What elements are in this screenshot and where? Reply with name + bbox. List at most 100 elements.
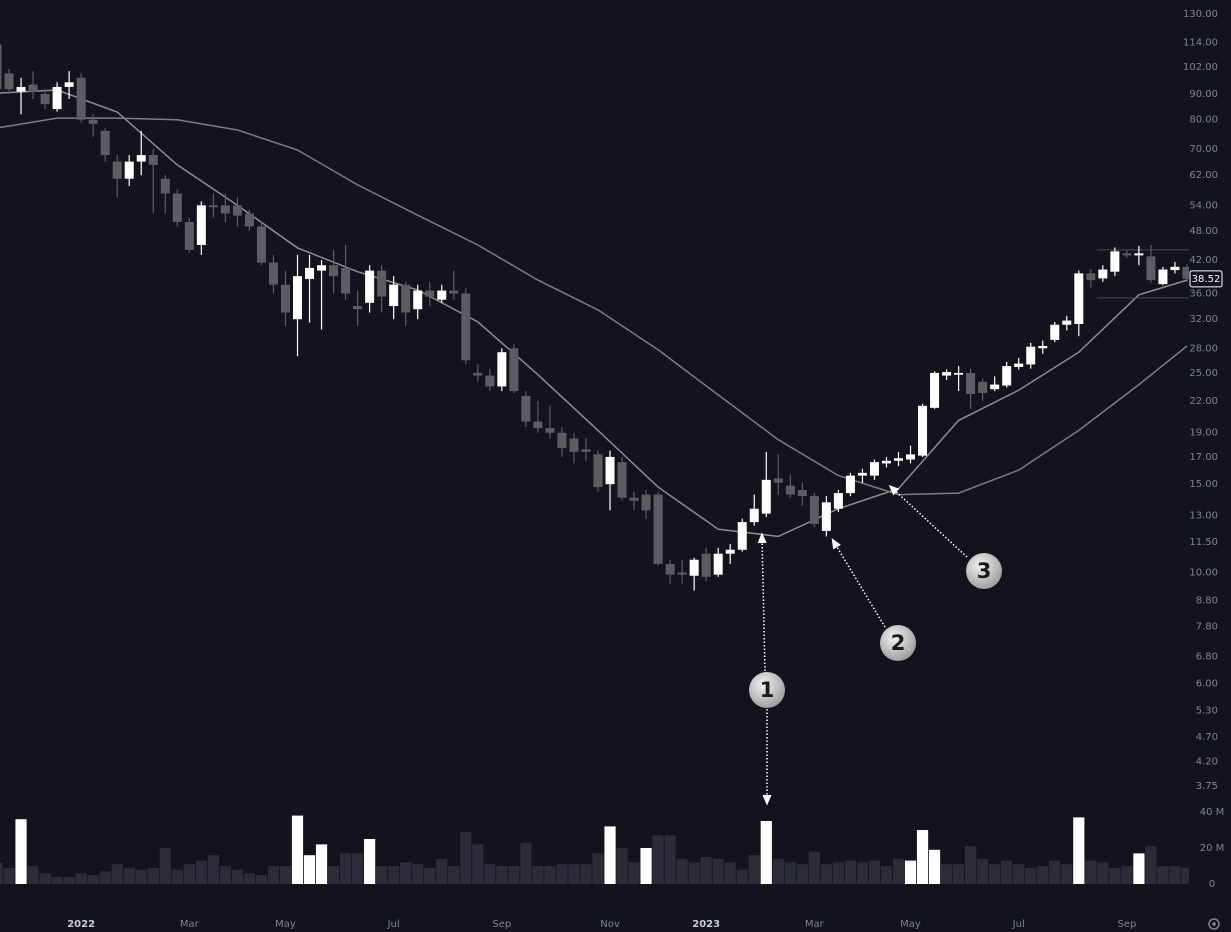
volume-bar bbox=[3, 867, 15, 884]
volume-bar bbox=[255, 875, 268, 884]
volume-bar bbox=[1109, 867, 1121, 884]
y-tick-label: 15.00 bbox=[1189, 479, 1218, 490]
candle-body bbox=[545, 428, 555, 433]
candle-body bbox=[353, 306, 363, 310]
candle-body bbox=[881, 460, 891, 464]
candle-body bbox=[653, 494, 663, 564]
volume-bar bbox=[279, 866, 292, 884]
candle-body bbox=[869, 462, 879, 476]
y-tick-label: 22.00 bbox=[1189, 396, 1218, 407]
y-tick-label: 48.00 bbox=[1189, 226, 1218, 237]
volume-bar bbox=[1121, 866, 1133, 884]
volume-bar bbox=[183, 864, 195, 884]
y-tick-label: 6.00 bbox=[1196, 679, 1218, 690]
y-tick-label: 90.00 bbox=[1189, 89, 1218, 100]
volume-bar bbox=[748, 855, 760, 884]
volume-bar bbox=[568, 864, 580, 884]
volume-bar bbox=[928, 849, 941, 884]
y-tick-label: 54.00 bbox=[1189, 200, 1218, 211]
candle-body bbox=[569, 438, 579, 452]
y-tick-label: 62.00 bbox=[1189, 170, 1218, 181]
volume-bar bbox=[604, 826, 616, 884]
volume-bar bbox=[880, 866, 893, 884]
candle-body bbox=[244, 213, 254, 227]
x-tick-label: 2022 bbox=[67, 919, 95, 930]
annotations: 1 2 3 bbox=[749, 484, 1002, 806]
y-tick-label: 28.00 bbox=[1189, 343, 1218, 354]
volume-bar bbox=[219, 866, 231, 884]
candle-body bbox=[521, 395, 531, 422]
volume-bar bbox=[147, 867, 159, 884]
candle-body bbox=[208, 205, 218, 208]
volume-bar bbox=[376, 866, 388, 884]
x-tick-label: Jul bbox=[1012, 919, 1025, 930]
volume-bar bbox=[664, 835, 676, 884]
volume-tick-label: 20 M bbox=[1200, 843, 1225, 854]
volume-bar bbox=[171, 869, 183, 884]
volume-bar bbox=[1073, 817, 1085, 884]
candle-body bbox=[196, 205, 206, 245]
volume-bar bbox=[87, 875, 99, 884]
candle-body bbox=[593, 454, 603, 488]
volume-bar bbox=[364, 839, 376, 884]
candle-body bbox=[449, 290, 459, 294]
volume-bar bbox=[1037, 866, 1049, 884]
volume-bar bbox=[27, 866, 39, 884]
candle-body bbox=[329, 265, 339, 277]
candle-body bbox=[1170, 266, 1180, 271]
volume-bar bbox=[556, 864, 568, 884]
volume-bar bbox=[616, 848, 628, 884]
volume-bar bbox=[736, 869, 748, 884]
volume-bar bbox=[339, 853, 352, 884]
y-tick-label: 6.80 bbox=[1196, 651, 1218, 662]
settings-icon[interactable] bbox=[1208, 918, 1220, 930]
volume-bar bbox=[700, 857, 712, 884]
volume-bar bbox=[953, 864, 965, 884]
volume-bar bbox=[243, 873, 256, 884]
y-tick-label: 25.00 bbox=[1189, 368, 1218, 379]
candle-body bbox=[317, 265, 327, 271]
volume-bar bbox=[652, 835, 664, 884]
candle-body bbox=[341, 267, 351, 294]
candle-body bbox=[966, 372, 976, 394]
volume-bar bbox=[75, 873, 87, 884]
y-tick-label: 5.30 bbox=[1196, 706, 1218, 717]
y-tick-label: 80.00 bbox=[1189, 115, 1218, 126]
volume-bar bbox=[448, 866, 460, 884]
candle-body bbox=[28, 84, 38, 92]
candle-body bbox=[497, 352, 507, 387]
volume-bar bbox=[1181, 867, 1189, 884]
volume-bar bbox=[592, 853, 604, 884]
volume-bar bbox=[291, 815, 304, 884]
volume-bar bbox=[796, 864, 808, 884]
candle-body bbox=[52, 86, 62, 110]
y-tick-label: 102.00 bbox=[1183, 62, 1218, 73]
volume-bar bbox=[1133, 853, 1145, 884]
volume-bar bbox=[15, 819, 27, 884]
y-tick-label: 4.20 bbox=[1196, 756, 1218, 767]
volume-bar bbox=[472, 844, 484, 884]
candle-body bbox=[1086, 273, 1096, 281]
volume-bar bbox=[628, 862, 640, 884]
volume-bar bbox=[1157, 866, 1169, 884]
candle-body bbox=[100, 130, 110, 156]
candle-body bbox=[4, 73, 14, 90]
candle-body bbox=[280, 284, 290, 313]
candle-body bbox=[906, 454, 916, 460]
volume-bar bbox=[1145, 846, 1157, 884]
y-tick-label: 8.80 bbox=[1196, 595, 1218, 606]
candle-body bbox=[942, 372, 952, 376]
candle-body bbox=[425, 290, 435, 297]
candle-body bbox=[1134, 253, 1144, 256]
candle-body bbox=[1098, 269, 1108, 279]
candle-body bbox=[1002, 366, 1012, 386]
candle-body bbox=[377, 270, 387, 297]
annotation-badge bbox=[880, 625, 916, 661]
volume-bar bbox=[784, 862, 796, 884]
gear[interactable] bbox=[1208, 918, 1220, 930]
volume-bar bbox=[532, 866, 544, 884]
volume-bar bbox=[1097, 862, 1109, 884]
volume-bar bbox=[760, 821, 772, 884]
volume-bar bbox=[808, 851, 820, 884]
candle-body bbox=[1074, 273, 1084, 325]
